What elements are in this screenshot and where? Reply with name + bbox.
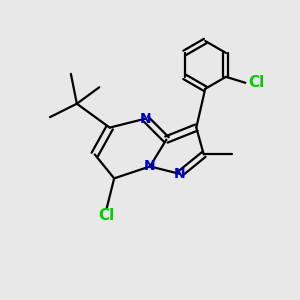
Text: Cl: Cl xyxy=(249,75,265,90)
Text: N: N xyxy=(144,159,156,173)
Text: Cl: Cl xyxy=(99,208,115,223)
Text: N: N xyxy=(174,167,186,181)
Text: N: N xyxy=(140,112,151,126)
